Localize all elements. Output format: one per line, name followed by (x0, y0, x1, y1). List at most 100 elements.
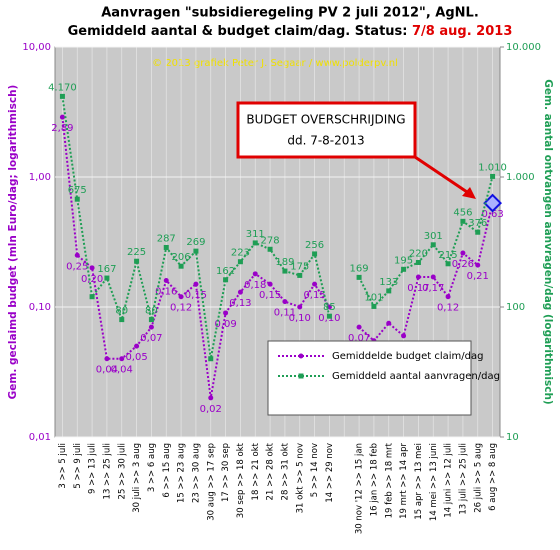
marker (415, 259, 421, 265)
marker (237, 289, 243, 295)
marker (237, 259, 243, 265)
marker (178, 263, 184, 269)
x-tick-label: 6 aug >> 8 aug (488, 443, 498, 511)
annotation-arrowhead (462, 187, 476, 199)
data-label: 0,02 (200, 404, 222, 415)
marker (89, 265, 95, 271)
data-label: 0,20 (81, 274, 103, 285)
data-label: 456 (453, 207, 472, 218)
chart-title: Aanvragen "subsidieregeling PV 2 juli 20… (101, 6, 479, 21)
marker (356, 274, 362, 280)
marker (430, 242, 436, 248)
credit: © 2013 grafiek Peter J. Segaar / www.pol… (152, 58, 398, 69)
marker (401, 266, 407, 272)
marker (386, 320, 392, 326)
data-label: 0,15 (185, 290, 207, 301)
marker (163, 277, 169, 283)
data-label: 0,11 (274, 308, 296, 319)
marker (386, 288, 392, 294)
marker (193, 248, 199, 254)
legend-label: Gemiddelde budget claim/dag (332, 351, 483, 362)
x-tick-label: 18 >> 21 okt (251, 442, 261, 500)
data-label: 0,25 (66, 261, 88, 272)
marker (223, 277, 229, 283)
x-tick-label: 6 >> 15 aug (162, 443, 172, 498)
data-label: 101 (364, 292, 383, 303)
y2-tick-label: 10 (506, 432, 519, 443)
data-label: 0,13 (229, 298, 251, 309)
chart-subtitle: Gemiddeld aantal & budget claim/dag. Sta… (68, 24, 513, 39)
x-tick-label: 5 >> 14 nov (310, 443, 320, 497)
y-tick-label: 10,00 (22, 42, 51, 53)
x-tick-label: 30 nov '12 >> 15 jan (355, 443, 365, 534)
marker (59, 93, 65, 99)
marker (74, 252, 80, 258)
data-label: 0,07 (140, 333, 162, 344)
annotation-line: dd. 7-8-2013 (287, 134, 364, 148)
marker (148, 324, 154, 330)
x-tick-label: 3 >> 6 aug (147, 443, 157, 492)
data-label: 0,12 (170, 303, 192, 314)
marker (282, 299, 288, 305)
x-tick-label: 15 >> 23 aug (177, 443, 187, 503)
marker (178, 294, 184, 300)
legend-marker (298, 373, 304, 379)
data-label: 0,15 (259, 290, 281, 301)
annotation-box (236, 101, 417, 159)
x-tick-label: 16 jan >> 18 feb (369, 443, 379, 516)
data-label: 0,17 (407, 283, 429, 294)
x-tick-label: 30 sep >> 18 okt (236, 442, 246, 518)
marker (490, 173, 496, 179)
marker (282, 268, 288, 274)
data-label: 287 (157, 233, 176, 244)
data-label: 0,10 (289, 313, 311, 324)
data-label: 4.170 (48, 82, 77, 93)
marker (74, 196, 80, 202)
data-label: 269 (186, 237, 205, 248)
data-label: 223 (231, 248, 250, 259)
marker (297, 304, 303, 310)
x-tick-label: 30 juli >> 3 aug (132, 443, 142, 513)
x-tick-label: 3 >> 5 juli (58, 443, 68, 489)
marker (104, 275, 110, 281)
legend-label: Gemiddeld aantal aanvragen/dag (332, 371, 500, 382)
marker (297, 272, 303, 278)
marker (460, 218, 466, 224)
data-label: 0,12 (437, 303, 459, 314)
marker (445, 261, 451, 267)
x-tick-label: 13 >> 25 juli (102, 443, 112, 499)
x-tick-label: 23 >> 30 aug (191, 443, 201, 503)
data-label: 133 (379, 277, 398, 288)
data-label: 1.010 (478, 162, 507, 173)
x-tick-label: 26 juli >> 5 aug (473, 443, 483, 513)
y2-tick-label: 10.000 (506, 42, 541, 53)
x-tick-label: 9 >> 13 juli (88, 443, 98, 494)
data-label: 675 (68, 185, 87, 196)
x-tick-label: 13 juli >> 25 juli (458, 443, 468, 515)
x-tick-label: 14 juni >> 12 juli (444, 443, 454, 518)
data-label: 225 (127, 247, 146, 258)
highlight-marker (483, 193, 502, 213)
data-label: 167 (97, 264, 116, 275)
data-label: 0,18 (244, 280, 266, 291)
data-label: 278 (261, 235, 280, 246)
x-tick-label: 28 >> 31 okt (280, 442, 290, 500)
marker (445, 294, 451, 300)
data-label: 0,17 (422, 283, 444, 294)
marker (475, 262, 481, 268)
subtitle: Gemiddeld aantal & budget claim/dag. Sta… (68, 24, 412, 39)
status: 7/8 aug. 2013 (412, 24, 512, 39)
data-label: 195 (394, 255, 413, 266)
data-label: 376 (468, 218, 487, 229)
data-label: 0,16 (155, 286, 177, 297)
marker (430, 274, 436, 280)
x-tick-label: 17 >> 30 sep (221, 443, 231, 502)
marker (104, 356, 110, 362)
data-label: 0,04 (96, 365, 118, 376)
data-label: 256 (305, 240, 324, 251)
x-tick-label: 14 mei >> 13 juni (429, 443, 439, 521)
marker (371, 303, 377, 309)
data-label: 206 (172, 252, 191, 263)
marker (460, 250, 466, 256)
data-label: 169 (350, 263, 369, 274)
